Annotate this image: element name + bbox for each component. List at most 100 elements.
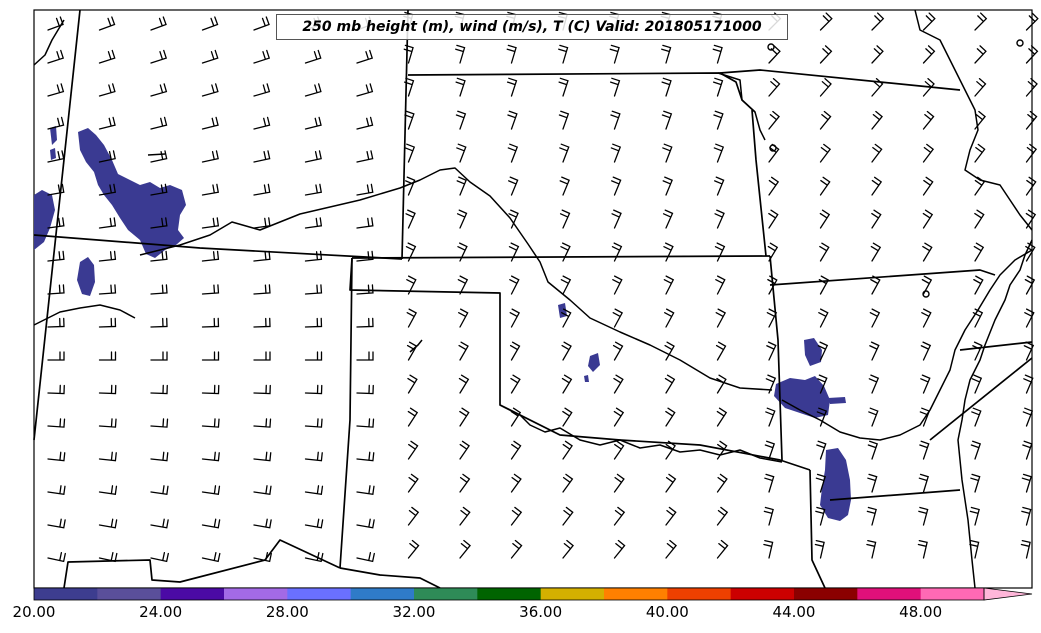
wind-barb: [201, 250, 220, 262]
wind-barb: [201, 552, 221, 563]
wind-barb: [201, 418, 220, 428]
wind-barb: [1021, 506, 1032, 526]
wind-barb: [665, 473, 677, 493]
wind-barb: [458, 374, 470, 394]
wind-barb: [150, 451, 169, 462]
wind-barb: [610, 110, 621, 130]
wind-barb: [407, 407, 419, 427]
wind-barb: [510, 374, 521, 394]
wind-barb: [459, 440, 470, 460]
wind-barb: [664, 308, 675, 328]
wind-barb: [405, 176, 416, 196]
wind-barb: [356, 451, 375, 462]
wind-barb: [715, 308, 727, 328]
wind-barb: [98, 317, 117, 328]
wind-barb: [866, 506, 877, 526]
wind-barb: [47, 116, 65, 130]
wind-barb: [970, 440, 982, 460]
wind-barb: [665, 440, 676, 460]
wind-barb: [559, 143, 570, 163]
wind-barb: [150, 116, 168, 130]
wind-barb: [974, 176, 986, 196]
wind-barb: [819, 110, 832, 130]
wind-barb: [768, 176, 780, 196]
boundary-ia-mo: [719, 69, 961, 91]
wind-barb: [47, 384, 65, 395]
wind-barb: [253, 485, 272, 495]
wind-barb: [767, 275, 778, 295]
wind-barb: [871, 45, 884, 64]
wind-barb: [47, 49, 65, 64]
wind-barb: [510, 407, 522, 427]
wind-barb: [304, 384, 323, 395]
wind-barb: [661, 110, 673, 130]
wind-barb: [253, 284, 271, 295]
wind-barb: [98, 485, 118, 495]
lake-1: [767, 43, 775, 51]
wind-barb: [456, 143, 467, 163]
wind-barb: [971, 374, 983, 394]
wind-barb: [458, 341, 469, 361]
lake-3: [1016, 39, 1024, 47]
wind-barb: [714, 176, 725, 196]
wind-barb: [1025, 242, 1036, 262]
wind-barb: [1022, 407, 1034, 427]
colorbar-segment: [794, 588, 858, 600]
colorbar-tick-label: 48.00: [899, 603, 943, 621]
wind-barb: [253, 217, 271, 229]
shade-region-arkansas: [804, 338, 822, 366]
wind-barb: [558, 44, 569, 64]
wind-barb: [612, 275, 623, 295]
wind-barb: [403, 77, 415, 97]
wind-barbs: [47, 11, 1039, 563]
wind-barb: [253, 183, 271, 196]
wind-barb: [98, 116, 116, 130]
wind-barb: [815, 473, 826, 493]
wind-barb: [356, 49, 374, 64]
wind-barb: [612, 341, 624, 361]
colorbar-tick-label: 40.00: [645, 603, 689, 621]
wind-barb: [404, 143, 416, 163]
river-arkansas: [33, 304, 136, 326]
wind-barb: [969, 506, 980, 526]
wind-barb: [98, 284, 117, 295]
wind-barb: [764, 473, 775, 493]
wind-barb: [1025, 143, 1038, 163]
wind-barb: [356, 150, 374, 163]
river-mississippi: [957, 239, 1033, 589]
wind-barb: [508, 209, 519, 229]
river-missouri: [717, 72, 766, 141]
wind-barb: [663, 275, 675, 295]
colorbar-segment: [857, 588, 922, 600]
wind-barb: [304, 351, 323, 361]
colorbar-segment: [97, 588, 162, 600]
wind-barb: [972, 308, 984, 328]
boundary-ar-mo: [769, 269, 996, 286]
wind-barb: [304, 250, 323, 262]
wind-barb: [560, 275, 572, 295]
wind-barb: [47, 552, 66, 563]
wind-barb: [868, 374, 880, 394]
wind-barb: [1025, 12, 1039, 31]
river-upper-mississippi: [914, 9, 1033, 231]
wind-barb: [304, 451, 323, 462]
wind-barb: [253, 49, 271, 64]
wind-barb: [150, 16, 167, 31]
wind-barb: [201, 384, 220, 395]
wind-barb: [817, 374, 828, 394]
wind-barb: [457, 242, 468, 262]
wind-barb: [562, 407, 573, 427]
wind-barb: [150, 485, 169, 495]
wind-barb: [201, 16, 219, 31]
wind-barb: [47, 418, 66, 428]
wind-barb: [407, 506, 420, 526]
wind-barb: [818, 308, 829, 328]
shade-region-east-2: [820, 448, 851, 521]
wind-barb: [253, 150, 271, 163]
wind-barb: [562, 506, 574, 526]
wind-barb: [253, 418, 272, 428]
river-sd-lake: [33, 19, 65, 66]
wind-barb: [920, 341, 932, 361]
wind-barb: [405, 209, 416, 229]
wind-barb: [611, 176, 622, 196]
